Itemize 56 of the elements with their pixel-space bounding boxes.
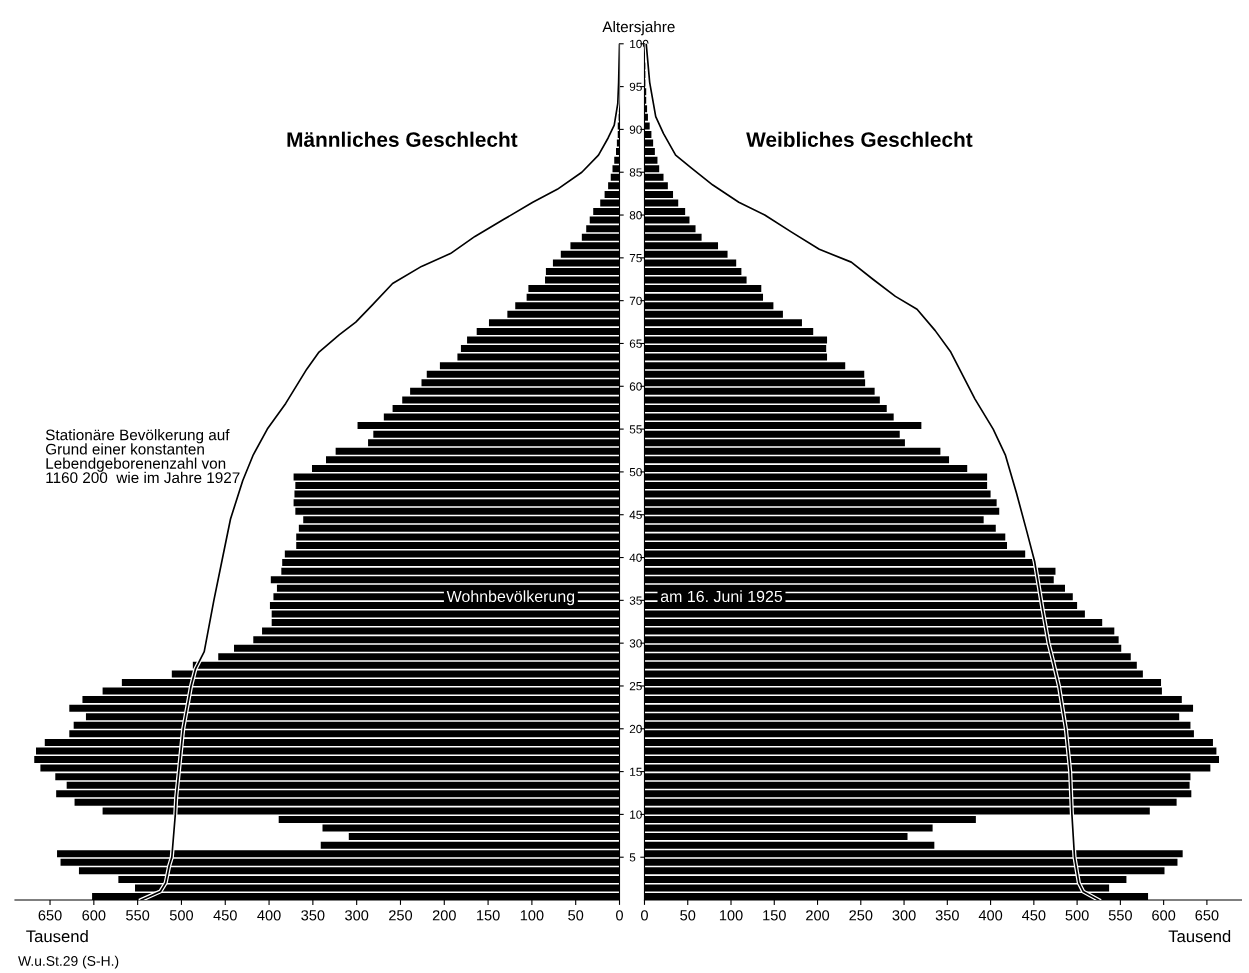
y-tick-label: 60 [629,382,642,391]
y-tick-label: 25 [629,682,642,691]
x-tick-label: 200 [432,910,456,921]
x-tick-label: 50 [680,910,696,921]
annotation: am 16. Juni 1925 [660,590,783,603]
x-axis-title: Tausend [1168,929,1231,943]
x-tick-label: 300 [892,910,916,921]
x-tick-label: 450 [213,910,237,921]
y-tick-label: 5 [629,853,636,862]
x-tick-label: 300 [345,910,369,921]
x-tick-label: 150 [763,910,786,921]
x-tick-label: 200 [806,910,830,921]
x-tick-label: 250 [849,910,873,921]
x-tick-label: 50 [568,910,584,921]
x-tick-label: 500 [1065,910,1089,921]
x-tick-label: 150 [477,910,500,921]
x-tick-label: 100 [719,910,743,921]
y-tick-label: 10 [630,810,642,819]
x-tick-label: 450 [1022,910,1046,921]
annotation: Wohnbevölkerung [446,590,575,606]
y-tick-label: 70 [629,296,642,306]
x-tick-label: 0 [616,910,623,921]
y-tick-label: 90 [629,125,642,134]
x-tick-label: 500 [169,910,194,921]
y-tick-label: 65 [629,339,642,348]
y-tick-label: 55 [629,425,642,434]
x-tick-label: 650 [1195,910,1219,921]
x-tick-label: 400 [978,910,1003,921]
x-tick-label: 250 [389,910,413,921]
y-tick-label: 85 [629,168,642,177]
text: Weibliches Geschlecht [746,131,973,147]
x-tick-label: 600 [1152,910,1176,921]
y-tick-label: 40 [629,553,642,562]
x-tick-label: 350 [301,910,325,921]
y-axis-title: Altersjahre [602,20,675,36]
y-tick-label: 50 [629,467,642,477]
x-tick-label: 0 [641,910,648,921]
x-tick-label: 350 [935,910,959,921]
y-tick-label: 15 [630,767,642,776]
x-tick-label: 650 [38,910,62,921]
y-tick-label: 45 [629,510,642,520]
x-tick-label: 600 [82,910,106,921]
x-axis-title: Tausend [26,929,88,943]
x-tick-label: 100 [520,910,544,921]
annotation: Stationäre Bevölkerung auf Grund einer konstanten Lebendgeborenenzahl von 1160 200 wie im Jahre 1927 [45,429,240,484]
y-tick-label: 75 [629,254,642,263]
x-tick-label: 400 [257,910,281,921]
x-tick-label: 550 [1108,910,1132,921]
y-tick-label: 35 [629,596,642,605]
y-tick-label: 95 [629,82,642,91]
x-tick-label: 550 [126,910,150,921]
text: Männliches Geschlecht [287,131,518,147]
y-tick-label: 20 [629,724,642,734]
text: W.u.St.29 (S-H.) [18,955,119,969]
y-tick-label: 30 [629,639,642,648]
y-tick-label: 80 [629,211,642,220]
